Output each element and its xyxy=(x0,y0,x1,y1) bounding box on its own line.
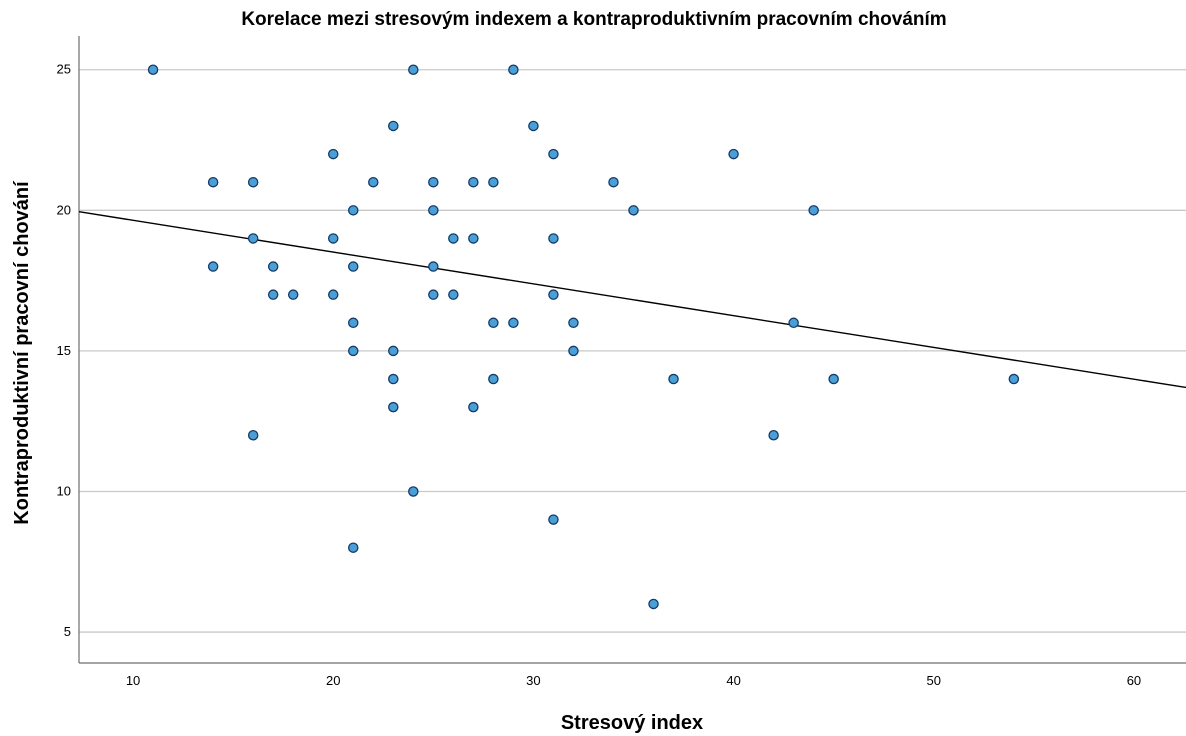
data-point xyxy=(548,289,559,300)
data-point xyxy=(327,289,339,300)
x-tick-label-10: 10 xyxy=(126,673,140,688)
data-point xyxy=(327,148,339,160)
data-point xyxy=(347,317,359,329)
regression-line xyxy=(78,211,1186,389)
data-point xyxy=(488,373,499,385)
data-point xyxy=(468,233,479,244)
data-point xyxy=(388,120,399,132)
data-point xyxy=(388,345,399,357)
x-tick-label-50: 50 xyxy=(927,673,941,688)
grid xyxy=(79,69,1186,633)
data-point xyxy=(247,430,259,441)
data-point xyxy=(428,176,439,188)
data-point xyxy=(368,176,379,188)
data-point xyxy=(267,261,279,272)
y-tick-label-15: 15 xyxy=(57,343,71,358)
data-point xyxy=(548,514,559,525)
x-tick-label-30: 30 xyxy=(526,673,540,688)
data-point xyxy=(528,120,539,132)
y-tick-label-10: 10 xyxy=(57,483,71,498)
data-point xyxy=(668,373,679,385)
x-tick-label-40: 40 xyxy=(726,673,740,688)
data-point xyxy=(428,205,439,216)
data-point xyxy=(808,205,819,216)
data-point xyxy=(568,345,579,357)
data-point xyxy=(147,64,159,75)
y-tick-label-20: 20 xyxy=(57,202,71,217)
data-point xyxy=(388,373,399,385)
data-point xyxy=(428,289,439,300)
data-point xyxy=(788,317,799,329)
data-point xyxy=(347,345,359,357)
data-point xyxy=(207,261,219,272)
data-point xyxy=(488,176,499,188)
data-point xyxy=(548,233,559,244)
chart-title: Korelace mezi stresovým indexem a kontra… xyxy=(241,9,946,30)
y-tick-labels: 5 10 15 20 25 xyxy=(57,62,71,639)
data-point xyxy=(608,176,619,188)
y-tick-label-5: 5 xyxy=(64,624,71,639)
data-point xyxy=(628,205,639,216)
data-point xyxy=(287,289,299,300)
data-point xyxy=(408,64,419,75)
data-point xyxy=(508,317,519,329)
data-point xyxy=(347,542,359,553)
x-tick-labels: 10 20 30 40 50 60 xyxy=(126,673,1141,688)
data-point xyxy=(1008,373,1020,385)
data-point xyxy=(568,317,579,329)
data-point xyxy=(247,233,259,244)
data-point xyxy=(207,176,219,188)
x-axis-title: Stresový index xyxy=(561,712,703,734)
data-point xyxy=(428,261,439,272)
data-points xyxy=(147,64,1020,610)
data-point xyxy=(247,176,259,188)
data-point xyxy=(548,148,559,160)
data-point xyxy=(468,401,479,413)
data-point xyxy=(648,598,659,610)
data-point xyxy=(828,373,839,385)
data-point xyxy=(347,261,359,272)
data-point xyxy=(327,233,339,244)
x-tick-label-60: 60 xyxy=(1127,673,1141,688)
data-point xyxy=(408,486,419,497)
data-point xyxy=(488,317,499,329)
data-point xyxy=(468,176,479,188)
data-point xyxy=(448,289,459,300)
data-point xyxy=(448,233,459,244)
data-point xyxy=(347,205,359,216)
data-point xyxy=(388,401,399,413)
data-point xyxy=(267,289,279,300)
data-point xyxy=(508,64,519,75)
x-tick-label-20: 20 xyxy=(326,673,340,688)
y-tick-label-25: 25 xyxy=(57,62,71,77)
y-axis-title: Kontraproduktivní pracovní chování xyxy=(11,180,33,525)
data-point xyxy=(728,148,739,160)
data-point xyxy=(768,430,779,441)
